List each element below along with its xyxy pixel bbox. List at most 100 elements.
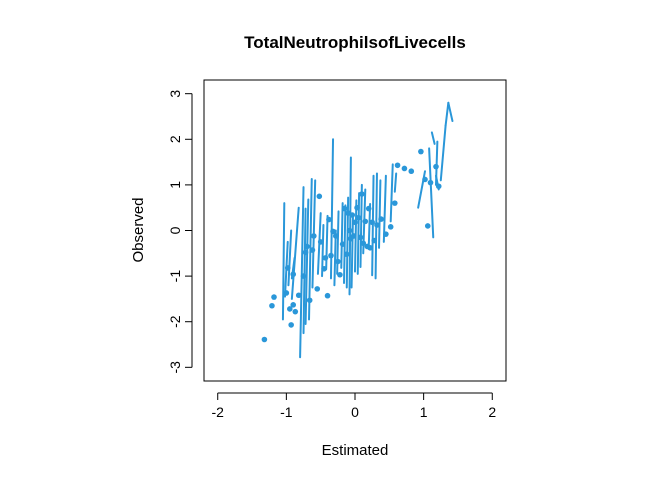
- data-point: [433, 163, 439, 170]
- x-axis-label: Estimated: [322, 442, 389, 459]
- data-segment: [444, 101, 450, 127]
- data-segment: [290, 206, 300, 300]
- data-point: [418, 148, 424, 155]
- data-segment: [336, 210, 340, 275]
- data-point: [304, 243, 310, 250]
- data-point: [290, 302, 297, 308]
- data-segment: [325, 214, 329, 271]
- data-point: [369, 219, 375, 226]
- data-point: [332, 233, 339, 239]
- y-tick-label: 0: [167, 226, 183, 234]
- y-axis-label: Observed: [130, 197, 147, 262]
- data-segment: [350, 216, 354, 289]
- data-point: [401, 165, 408, 172]
- data-point: [359, 191, 365, 197]
- data-point: [337, 271, 343, 278]
- data-point: [422, 176, 428, 183]
- data-point: [283, 290, 290, 296]
- data-point: [330, 228, 336, 235]
- data-point: [328, 252, 334, 259]
- data-point: [302, 249, 309, 256]
- data-segments: [281, 101, 454, 359]
- data-segment: [348, 156, 352, 296]
- data-point: [271, 294, 277, 300]
- data-point: [355, 214, 362, 221]
- x-tick-label: 1: [420, 404, 428, 420]
- data-point: [374, 222, 380, 228]
- x-tick-label: -1: [280, 404, 293, 420]
- chart-title: TotalNeutrophilsofLivecells: [244, 33, 466, 52]
- data-point: [371, 237, 378, 244]
- data-point: [269, 302, 275, 309]
- data-point: [286, 306, 293, 312]
- data-point: [378, 216, 384, 222]
- data-point: [408, 168, 415, 175]
- data-point: [367, 245, 373, 251]
- data-segment: [304, 198, 310, 325]
- data-segment: [434, 140, 439, 186]
- data-segment: [281, 202, 286, 321]
- data-point: [383, 231, 389, 237]
- data-point: [394, 162, 401, 169]
- data-point: [387, 224, 394, 230]
- x-tick-label: -2: [212, 404, 225, 420]
- data-segment: [428, 147, 435, 239]
- data-point: [321, 266, 327, 272]
- data-segment: [359, 183, 363, 268]
- data-point: [292, 308, 299, 315]
- data-segment: [378, 179, 382, 249]
- data-point: [339, 241, 346, 247]
- data-segment: [447, 101, 454, 123]
- data-segment: [417, 170, 427, 209]
- data-segment: [393, 172, 398, 193]
- data-point: [360, 240, 367, 247]
- data-point: [350, 233, 357, 239]
- y-tick-label: -3: [167, 361, 183, 374]
- data-point: [427, 179, 434, 186]
- data-segment: [439, 124, 447, 182]
- data-segment: [367, 203, 372, 249]
- y-tick-label: -2: [167, 315, 183, 328]
- data-segment: [389, 163, 394, 223]
- data-point: [300, 273, 307, 279]
- data-segment: [299, 186, 305, 359]
- data-segment: [340, 202, 344, 269]
- data-point: [309, 247, 316, 253]
- data-point: [362, 218, 369, 225]
- data-point: [314, 286, 321, 292]
- data-point: [341, 205, 348, 212]
- data-point: [290, 271, 297, 278]
- y-tick-label: 1: [167, 181, 183, 189]
- data-segment: [302, 207, 307, 335]
- data-point: [335, 258, 341, 265]
- data-point: [357, 234, 364, 241]
- y-axis: -3 -2 -1 0 1 2 3: [167, 90, 193, 374]
- data-segment: [371, 174, 375, 277]
- data-point: [343, 251, 350, 258]
- data-point: [326, 216, 332, 223]
- data-segment: [430, 131, 436, 145]
- data-point: [349, 212, 356, 218]
- data-point: [324, 292, 331, 299]
- data-point: [317, 239, 324, 245]
- data-point: [322, 255, 329, 261]
- y-tick-label: -1: [167, 270, 183, 283]
- data-point: [346, 227, 353, 234]
- data-segment: [333, 229, 337, 287]
- data-points: [261, 148, 442, 343]
- data-point: [295, 292, 302, 299]
- x-tick-label: 2: [488, 404, 496, 420]
- data-point: [392, 200, 398, 206]
- data-point: [354, 204, 360, 211]
- data-point: [306, 297, 313, 304]
- data-point: [435, 183, 442, 190]
- x-tick-label: 0: [351, 404, 359, 420]
- data-point: [365, 205, 372, 212]
- data-point: [352, 219, 358, 226]
- data-point: [288, 322, 294, 328]
- data-segment: [287, 229, 293, 287]
- data-point: [424, 223, 431, 229]
- y-tick-label: 2: [167, 135, 183, 143]
